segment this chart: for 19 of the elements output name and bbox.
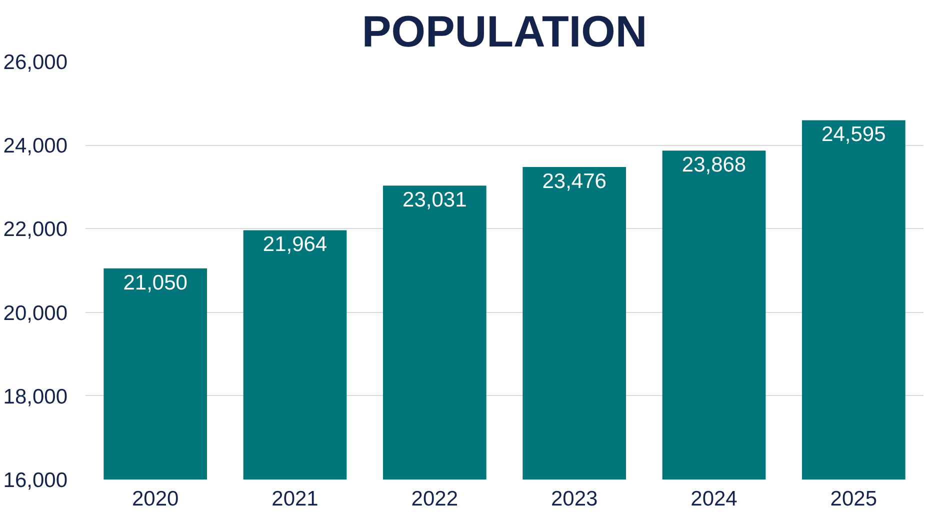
x-tick-label: 2025 (830, 488, 878, 510)
x-tick-label: 2020 (132, 488, 179, 510)
x-tick-label: 2024 (690, 488, 738, 510)
y-tick-label: 18,000 (3, 385, 68, 408)
data-label: 23,031 (402, 188, 467, 212)
y-tick-label: 26,000 (3, 51, 68, 74)
x-tick-label: 2021 (272, 488, 318, 510)
data-label: 23,476 (542, 170, 606, 194)
data-label: 21,964 (262, 233, 328, 256)
chart-title: POPULATION (362, 8, 648, 56)
x-tick-label: 2022 (411, 488, 458, 510)
data-label: 21,050 (123, 271, 188, 294)
y-tick-label: 20,000 (3, 302, 68, 325)
data-label: 23,868 (682, 154, 746, 177)
y-tick-label: 22,000 (3, 218, 68, 242)
x-tick-label: 2023 (550, 488, 598, 510)
y-tick-label: 16,000 (3, 469, 68, 492)
data-label: 24,595 (822, 123, 886, 146)
y-tick-label: 24,000 (3, 134, 68, 158)
